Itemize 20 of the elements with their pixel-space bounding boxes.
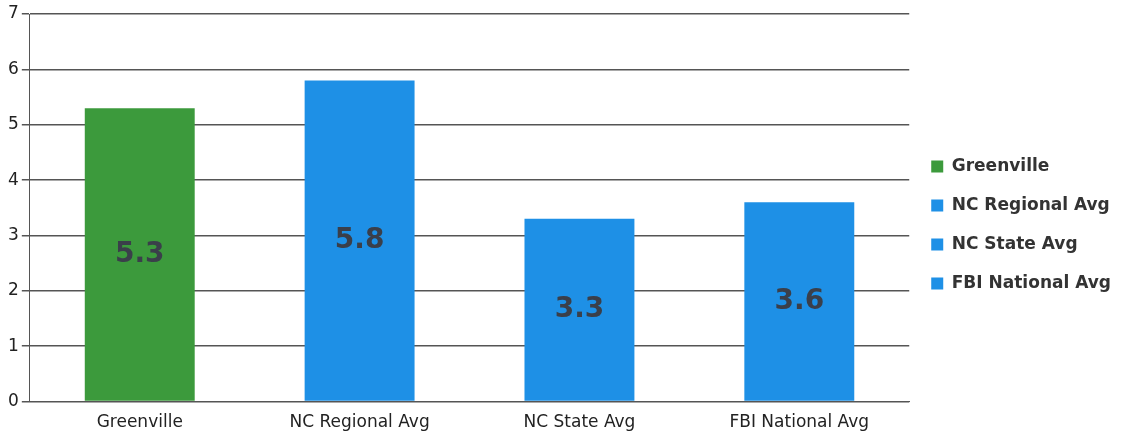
data-label: 5.3 <box>114 235 165 269</box>
y-tick-label: 0 <box>7 390 19 411</box>
legend-label: Greenville <box>951 154 1050 175</box>
y-tick-label: 4 <box>7 168 19 189</box>
y-tick-label: 5 <box>7 113 19 134</box>
legend-label: FBI National Avg <box>951 271 1112 292</box>
y-tick-label: 2 <box>7 279 19 300</box>
x-tick-label: NC Regional Avg <box>289 411 430 432</box>
x-tick-label: NC State Avg <box>523 411 636 432</box>
y-tick-label: 1 <box>7 334 19 355</box>
legend-label: NC Regional Avg <box>951 193 1110 214</box>
data-label: 3.6 <box>774 282 825 316</box>
data-label: 3.3 <box>554 291 605 325</box>
y-tick-label: 3 <box>7 223 19 244</box>
y-tick-label: 7 <box>7 2 19 23</box>
data-label: 5.8 <box>334 221 385 255</box>
x-tick-label: FBI National Avg <box>729 411 870 432</box>
x-tick-label: Greenville <box>96 411 183 432</box>
legend-label: NC State Avg <box>951 232 1078 253</box>
y-tick-label: 6 <box>7 57 19 78</box>
